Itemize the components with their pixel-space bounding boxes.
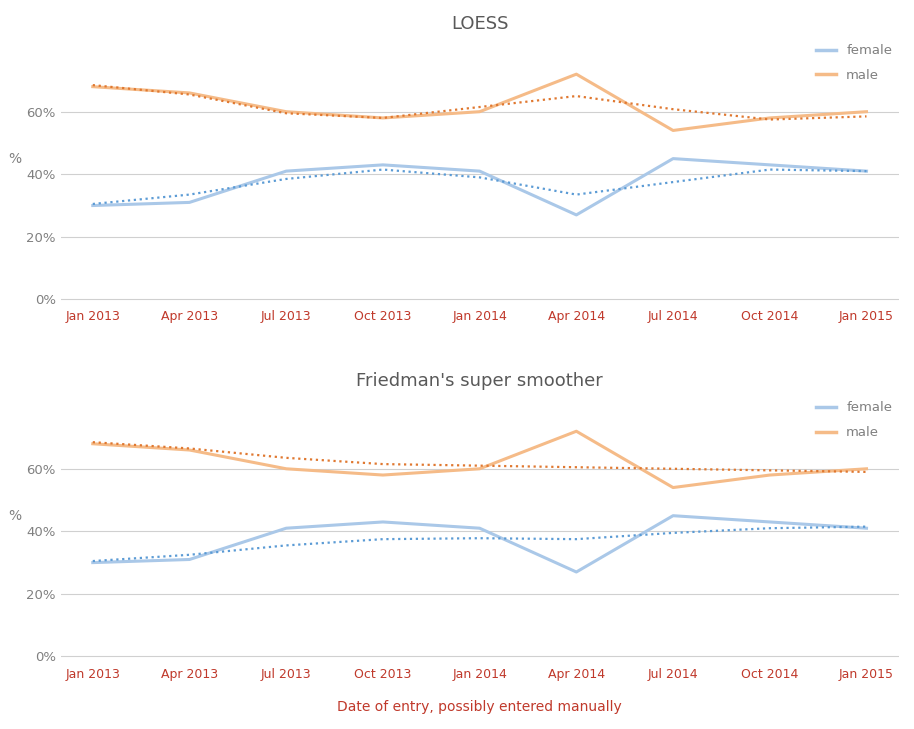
Y-axis label: %: %: [8, 152, 21, 166]
Legend: female, male: female, male: [816, 44, 892, 82]
Y-axis label: %: %: [8, 510, 21, 523]
Title: Friedman's super smoother: Friedman's super smoother: [356, 372, 603, 390]
X-axis label: Date of entry, possibly entered manually: Date of entry, possibly entered manually: [337, 700, 622, 714]
Legend: female, male: female, male: [816, 402, 892, 439]
Title: LOESS: LOESS: [451, 15, 508, 33]
